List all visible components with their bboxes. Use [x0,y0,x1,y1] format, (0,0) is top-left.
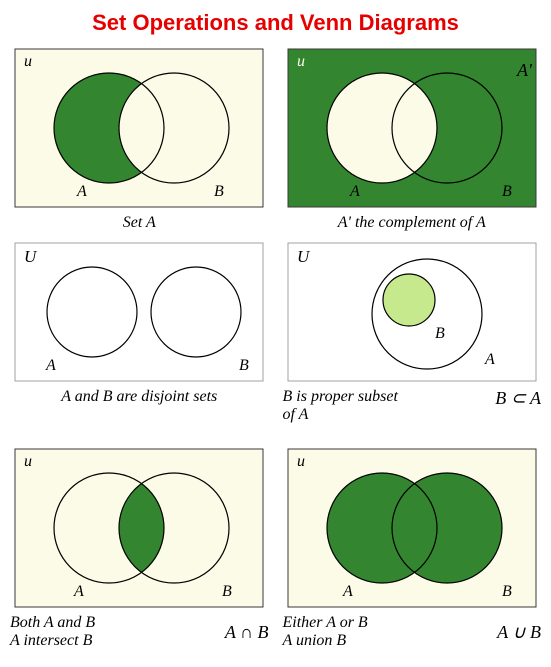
caption-set-a: Set A [10,214,269,232]
svg-text:u: u [24,53,32,70]
page-title: Set Operations and Venn Diagrams [10,10,541,36]
svg-text:B: B [239,357,249,374]
venn-disjoint: U A B [14,242,264,382]
svg-text:u: u [24,453,32,470]
caption-intersection-line2: A intersect B [10,632,95,650]
caption-intersection-line1: Both A and B [10,614,95,632]
svg-text:A: A [45,357,56,374]
panel-intersection: u A B Both A and B A intersect B A ∩ B [10,448,269,650]
svg-text:u: u [297,453,305,470]
svg-text:B: B [502,583,512,600]
caption-union-line1: Either A or B [283,614,368,632]
venn-set-a: u A B [14,48,264,208]
panel-disjoint: U A B A and B are disjoint sets [10,242,269,424]
svg-text:A: A [349,183,360,200]
caption-complement-a: A' the complement of A [283,214,542,232]
svg-text:B: B [435,325,445,342]
caption-subset: B is proper subset of A B ⊂ A [283,388,542,424]
svg-text:B: B [502,183,512,200]
venn-intersection: u A B [14,448,264,608]
svg-text:A: A [76,183,87,200]
caption-intersection: Both A and B A intersect B A ∩ B [10,614,269,650]
svg-text:A: A [342,583,353,600]
svg-text:B: B [222,583,232,600]
panel-union: u A B Either A or B A union B A ∪ B [283,448,542,650]
caption-subset-notation: B ⊂ A [495,388,541,424]
panel-complement-a: u A' A B A' the complement of A [283,48,542,232]
caption-subset-text: B is proper subset of A [283,388,403,424]
caption-union-line2: A union B [283,632,368,650]
svg-text:A': A' [516,60,533,80]
venn-subset: U B A [287,242,537,382]
caption-disjoint: A and B are disjoint sets [10,388,269,406]
svg-text:U: U [297,247,311,266]
svg-text:B: B [214,183,224,200]
caption-intersection-notation: A ∩ B [225,622,269,643]
svg-text:A: A [484,351,495,368]
diagram-grid: u A B Set A u A' A B A' the complement o… [10,48,541,650]
panel-subset: U B A B is proper subset of A B ⊂ A [283,242,542,424]
svg-text:U: U [24,247,38,266]
svg-text:A: A [73,583,84,600]
panel-set-a: u A B Set A [10,48,269,232]
svg-text:u: u [297,53,305,70]
venn-complement-a: u A' A B [287,48,537,208]
caption-union-notation: A ∪ B [497,622,541,643]
caption-union: Either A or B A union B A ∪ B [283,614,542,650]
venn-union: u A B [287,448,537,608]
